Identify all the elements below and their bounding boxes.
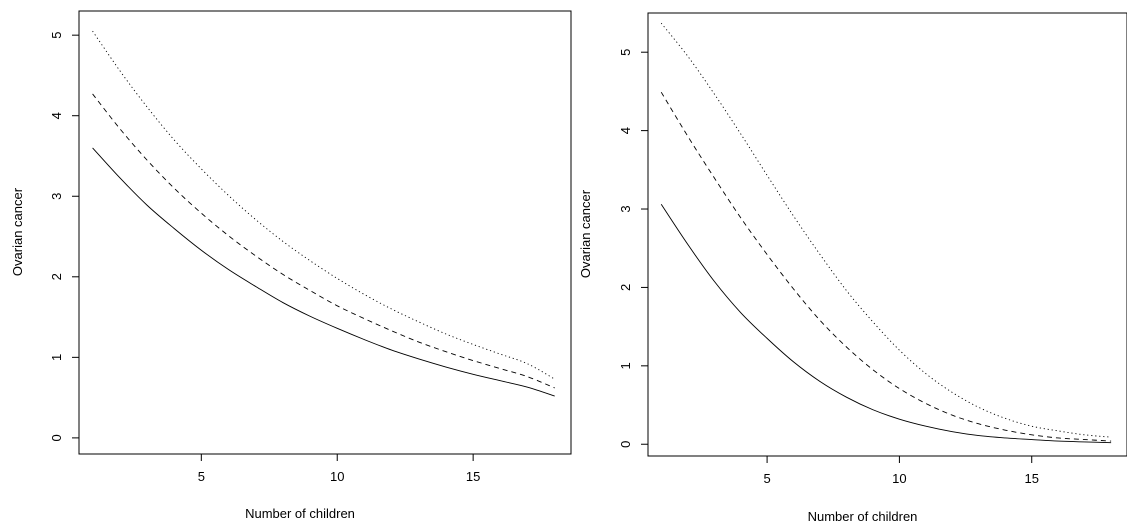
y-tick-label: 5: [49, 32, 64, 39]
chart-panel-2: 5 10 15 0 1 2 3 4 5 Number of children Ovarian can…: [578, 12, 1127, 524]
y-tick-label: 1: [618, 362, 633, 369]
y-tick-label: 4: [49, 112, 64, 119]
x-axis-label: Number of children: [245, 506, 355, 521]
x-axis-label: Number of children: [808, 509, 918, 524]
y-tick-label: 2: [618, 284, 633, 291]
series-line-dashed: [92, 93, 555, 389]
y-axis-label: Ovarian cancer: [578, 189, 593, 278]
series-line-dashed: [660, 91, 1112, 442]
x-tick-label: 5: [763, 471, 770, 486]
chart-panel-1: 5 10 15 0 1 2 3 4 5 Number of children Ovarian can…: [10, 10, 572, 521]
y-tick-label: 3: [49, 193, 64, 200]
y-tick-label: 4: [618, 127, 633, 134]
series-line-dotted: [660, 22, 1112, 438]
x-tick-label: 5: [198, 469, 205, 484]
y-tick-label: 0: [618, 441, 633, 448]
y-tick-label: 3: [618, 205, 633, 212]
y-tick-label: 0: [49, 434, 64, 441]
x-tick-label: 15: [1024, 471, 1038, 486]
series-line-solid: [660, 204, 1112, 444]
series-line-dotted: [92, 30, 555, 380]
y-axis-label: Ovarian cancer: [10, 187, 25, 276]
plot-frame: [647, 12, 1127, 457]
x-tick-label: 10: [892, 471, 906, 486]
series-line-solid: [92, 147, 555, 397]
x-tick-label: 15: [466, 469, 480, 484]
y-tick-label: 2: [49, 273, 64, 280]
x-tick-label: 10: [330, 469, 344, 484]
plot-frame: [78, 10, 572, 455]
y-tick-label: 5: [618, 49, 633, 56]
y-tick-label: 1: [49, 354, 64, 361]
